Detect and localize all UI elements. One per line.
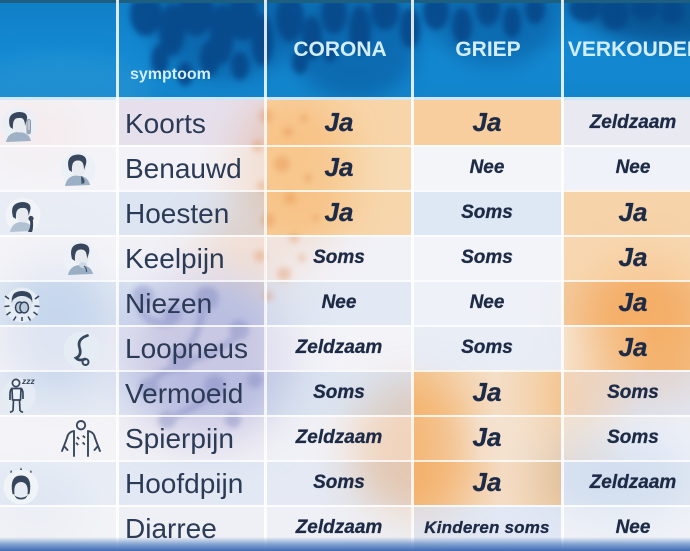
svg-text:zzz: zzz [21,376,36,386]
